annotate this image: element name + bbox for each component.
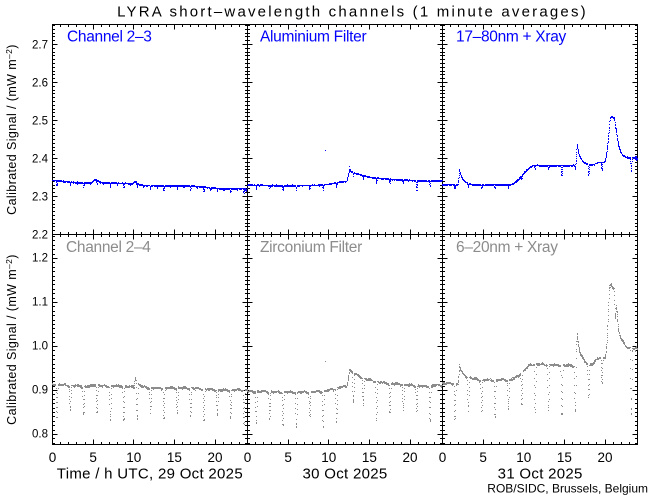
svg-text:1.0: 1.0 [32,341,48,353]
svg-text:15: 15 [362,450,377,465]
svg-text:Aluminium Filter: Aluminium Filter [260,29,366,46]
svg-text:31 Oct 2025: 31 Oct 2025 [498,466,583,483]
svg-text:15: 15 [557,450,572,465]
svg-text:0: 0 [244,450,252,465]
svg-text:Time / h UTC, 29 Oct 2025: Time / h UTC, 29 Oct 2025 [57,466,243,483]
svg-text:2.6: 2.6 [32,78,48,90]
svg-text:LYRA short–wavelength channels: LYRA short–wavelength channels (1 minute… [117,4,588,21]
svg-text:Calibrated Signal / (mW m–2): Calibrated Signal / (mW m–2) [4,254,19,425]
svg-text:2.5: 2.5 [32,116,48,128]
svg-text:2.4: 2.4 [32,154,49,166]
svg-text:Channel 2–3: Channel 2–3 [67,29,152,46]
svg-text:0.8: 0.8 [32,429,48,441]
svg-text:2.7: 2.7 [32,40,48,52]
svg-text:2.3: 2.3 [32,192,48,204]
svg-text:0: 0 [49,450,57,465]
svg-text:30 Oct 2025: 30 Oct 2025 [302,466,387,483]
svg-text:5: 5 [89,450,97,465]
svg-text:Channel 2–4: Channel 2–4 [66,239,151,256]
svg-text:5: 5 [479,450,487,465]
svg-text:15: 15 [167,450,182,465]
svg-text:0.9: 0.9 [32,385,48,397]
svg-text:20: 20 [402,450,417,465]
svg-text:2.2: 2.2 [32,230,48,242]
svg-text:10: 10 [126,450,141,465]
svg-text:Zirconium Filter: Zirconium Filter [260,239,362,256]
svg-text:1.2: 1.2 [32,253,48,265]
svg-text:10: 10 [516,450,531,465]
svg-text:ROB/SIDC, Brussels, Belgium: ROB/SIDC, Brussels, Belgium [487,482,648,496]
svg-text:20: 20 [207,450,222,465]
svg-text:20: 20 [597,450,612,465]
svg-text:Calibrated Signal / (mW m–2): Calibrated Signal / (mW m–2) [4,44,19,215]
svg-text:6–20nm + Xray: 6–20nm + Xray [456,239,558,256]
svg-text:1.1: 1.1 [32,297,48,309]
svg-text:17–80nm + Xray: 17–80nm + Xray [456,29,567,46]
svg-text:0: 0 [439,450,447,465]
svg-text:5: 5 [284,450,292,465]
svg-text:10: 10 [321,450,336,465]
